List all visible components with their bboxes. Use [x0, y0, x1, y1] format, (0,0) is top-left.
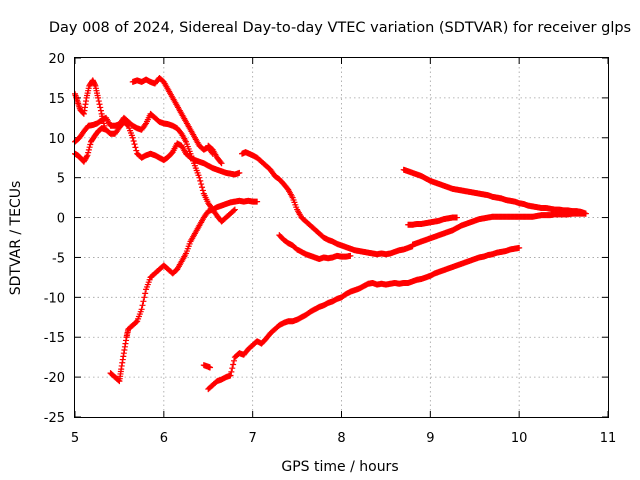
data-point [254, 198, 261, 205]
x-tick-label: 9 [426, 431, 434, 446]
data-point [516, 244, 523, 251]
data-point [227, 372, 234, 379]
x-axis-label: GPS time / hours [281, 459, 398, 475]
series-arc-i [405, 214, 460, 228]
y-tick-label: 5 [57, 172, 65, 187]
data-point [130, 137, 137, 144]
data-point [218, 160, 225, 167]
data-point [198, 181, 205, 188]
series-arc-j [400, 166, 589, 217]
y-tick-label: -25 [44, 411, 65, 426]
data-point [140, 298, 147, 305]
data-point [347, 252, 354, 259]
x-tick-label: 7 [249, 431, 257, 446]
data-point [199, 187, 206, 194]
data-point [131, 141, 138, 148]
data-point [199, 184, 206, 191]
x-tick-label: 11 [600, 431, 617, 446]
y-tick-label: -20 [44, 371, 65, 386]
series-arc-l [200, 362, 214, 371]
data-point [95, 94, 102, 101]
data-point [141, 294, 148, 301]
y-tick-label: 0 [57, 212, 65, 227]
data-point [132, 144, 139, 151]
x-tick-label: 8 [337, 431, 345, 446]
chart-title: Day 008 of 2024, Sidereal Day-to-day VTE… [49, 20, 631, 36]
data-point [453, 214, 460, 221]
x-tick-label: 5 [71, 431, 79, 446]
data-point [138, 306, 145, 313]
data-point [207, 364, 214, 371]
y-tick-label: -5 [52, 251, 65, 266]
data-point [229, 365, 236, 372]
y-axis-label: SDTVAR / TECUs [8, 181, 24, 296]
series-arc-h [409, 210, 589, 248]
data-point [96, 101, 103, 108]
data-point [196, 174, 203, 181]
data-point [129, 134, 136, 141]
series-arc-k [205, 244, 523, 393]
data-point [142, 290, 149, 297]
y-tick-label: 10 [48, 132, 65, 147]
y-tick-labels: -25 -20 -15 -10 -5 0 5 10 15 20 [44, 52, 65, 426]
x-tick-label: 10 [511, 431, 528, 446]
data-point [84, 152, 91, 159]
y-tick-label: 15 [48, 92, 65, 107]
x-tick-label: 6 [160, 431, 168, 446]
y-tick-label: -10 [44, 291, 65, 306]
series-arc-e [107, 197, 261, 385]
y-tick-label: 20 [48, 52, 65, 67]
data-point [86, 144, 93, 151]
data-point [231, 207, 238, 214]
data-point [236, 169, 243, 176]
data-point [582, 210, 589, 217]
series-arc-m [205, 142, 225, 167]
data-point [139, 302, 146, 309]
data-point [97, 104, 104, 111]
series-arc-d [129, 74, 216, 157]
data-point [85, 149, 92, 156]
plot-frame [74, 57, 609, 418]
data-point [101, 122, 108, 129]
data-point [230, 361, 237, 368]
data-point [95, 98, 102, 105]
data-point [87, 141, 94, 148]
series-arc-g [276, 232, 354, 263]
data-point [83, 153, 90, 160]
y-tick-label: -15 [44, 331, 65, 346]
series-arc-a [72, 118, 243, 178]
data-point [85, 146, 92, 153]
data-point [228, 368, 235, 375]
series-arc-f [239, 149, 416, 258]
data-point [231, 357, 238, 364]
data-point [133, 319, 140, 326]
data-point [231, 206, 238, 213]
data-point [217, 159, 224, 166]
x-tick-labels: 5 6 7 8 9 10 11 [71, 431, 616, 446]
data-point [197, 177, 204, 184]
data-points [72, 74, 589, 393]
data-point [142, 121, 149, 128]
series-arc-b [72, 110, 238, 225]
data-point [133, 147, 140, 154]
data-point [97, 107, 104, 114]
